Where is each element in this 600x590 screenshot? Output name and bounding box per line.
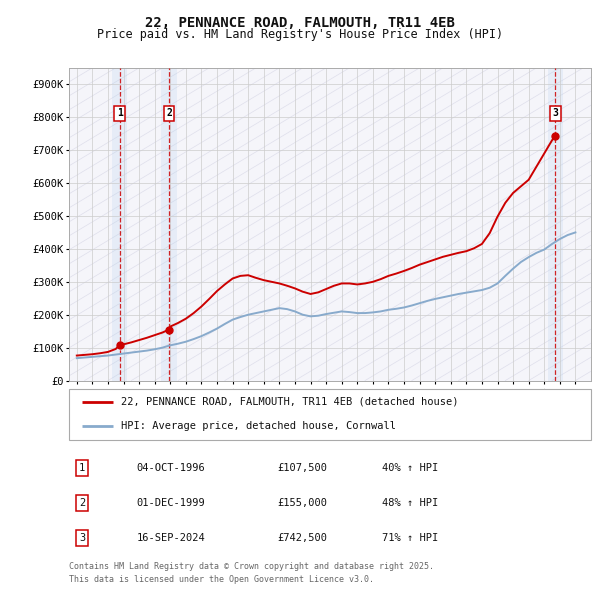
Text: 04-OCT-1996: 04-OCT-1996 <box>137 463 206 473</box>
Text: 71% ↑ HPI: 71% ↑ HPI <box>382 533 439 543</box>
Text: 2: 2 <box>79 498 85 508</box>
Text: 1: 1 <box>117 108 122 118</box>
Text: 01-DEC-1999: 01-DEC-1999 <box>137 498 206 508</box>
Bar <box>548 68 563 381</box>
Text: HPI: Average price, detached house, Cornwall: HPI: Average price, detached house, Corn… <box>121 421 396 431</box>
Text: £742,500: £742,500 <box>278 533 328 543</box>
Text: 22, PENNANCE ROAD, FALMOUTH, TR11 4EB: 22, PENNANCE ROAD, FALMOUTH, TR11 4EB <box>145 16 455 30</box>
FancyBboxPatch shape <box>69 389 591 440</box>
Text: £107,500: £107,500 <box>278 463 328 473</box>
Text: 2: 2 <box>166 108 172 118</box>
Bar <box>112 68 127 381</box>
Text: 22, PENNANCE ROAD, FALMOUTH, TR11 4EB (detached house): 22, PENNANCE ROAD, FALMOUTH, TR11 4EB (d… <box>121 397 459 407</box>
Bar <box>161 68 177 381</box>
Text: 3: 3 <box>553 108 558 118</box>
Text: 40% ↑ HPI: 40% ↑ HPI <box>382 463 439 473</box>
Text: Contains HM Land Registry data © Crown copyright and database right 2025.: Contains HM Land Registry data © Crown c… <box>69 562 434 571</box>
Text: £155,000: £155,000 <box>278 498 328 508</box>
Text: This data is licensed under the Open Government Licence v3.0.: This data is licensed under the Open Gov… <box>69 575 374 584</box>
Text: 3: 3 <box>79 533 85 543</box>
Text: Price paid vs. HM Land Registry's House Price Index (HPI): Price paid vs. HM Land Registry's House … <box>97 28 503 41</box>
Text: 48% ↑ HPI: 48% ↑ HPI <box>382 498 439 508</box>
Text: 16-SEP-2024: 16-SEP-2024 <box>137 533 206 543</box>
Text: 1: 1 <box>79 463 85 473</box>
